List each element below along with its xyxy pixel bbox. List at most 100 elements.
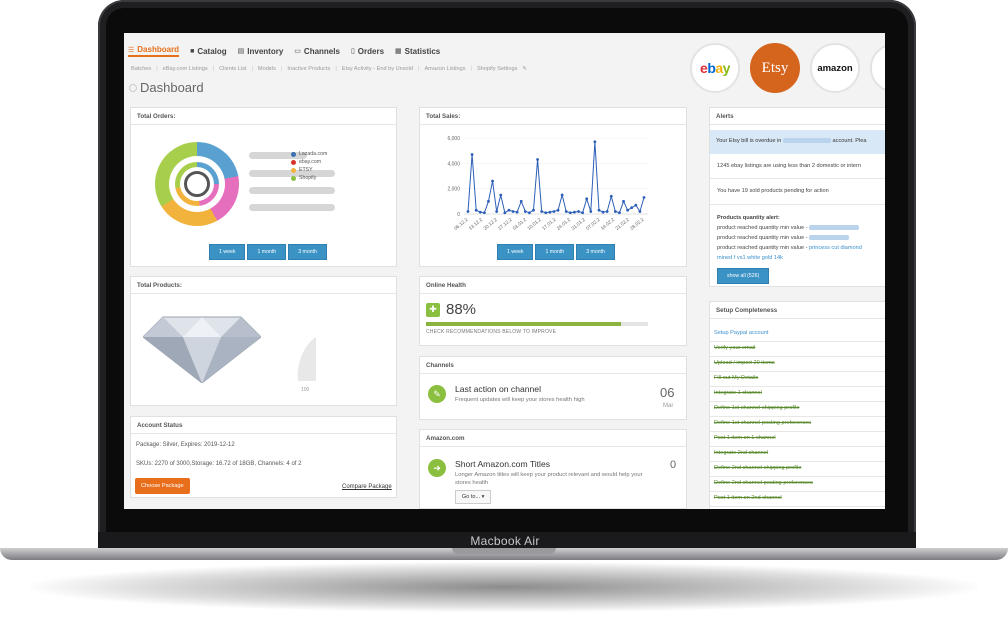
subnav-clients[interactable]: Clients List xyxy=(219,66,247,72)
x-tick-label: 06.12.2 xyxy=(453,217,469,232)
x-tick-label: 07.02.2 xyxy=(585,217,601,232)
setup-task[interactable]: Integrate 1 channel xyxy=(714,390,762,396)
subnav-ebay-listings[interactable]: eBay.com Listings xyxy=(162,66,208,72)
alerts-title: Alerts xyxy=(710,108,885,125)
orders-1-month-button[interactable]: 1 month xyxy=(247,244,287,260)
quantity-alert-item[interactable]: product reached quantity min value - xyxy=(717,235,850,241)
sales-data-point xyxy=(601,210,605,214)
setup-task[interactable]: Integrate 2nd channel xyxy=(714,450,769,456)
online-health-panel: Online Health ✚ 88% CHECK RECOMMENDATION… xyxy=(419,276,687,346)
subnav-separator: | xyxy=(470,66,472,72)
orders-1-week-button[interactable]: 1 week xyxy=(209,244,246,260)
sales-data-point xyxy=(634,203,638,207)
subnav-amazon-listings[interactable]: Amazon Listings xyxy=(424,66,466,72)
x-tick-label: 10.01.2 xyxy=(526,217,542,232)
divider xyxy=(710,491,885,492)
subnav-batches[interactable]: Batches xyxy=(131,66,152,72)
subnav-inactive[interactable]: Inactive Products xyxy=(287,66,331,72)
sales-data-point xyxy=(638,210,642,213)
sales-data-point xyxy=(540,210,544,213)
divider xyxy=(710,386,885,387)
device-label: Macbook Air xyxy=(470,534,540,548)
subnav-etsy-activity[interactable]: Etsy Activity - End by Unsold xyxy=(341,66,413,72)
sales-data-point xyxy=(564,210,568,213)
etsy-logo[interactable]: Etsy xyxy=(750,43,800,93)
nav-channels[interactable]: ▭ Channels xyxy=(294,46,340,56)
setup-task[interactable]: Upload / import 20 items xyxy=(714,360,775,366)
sales-data-point xyxy=(519,199,523,203)
sales-data-point xyxy=(593,140,597,144)
sales-data-point xyxy=(482,211,486,215)
divider xyxy=(710,461,885,462)
compare-package-link[interactable]: Compare Package xyxy=(342,484,392,490)
show-all-button[interactable]: show all (526) xyxy=(717,268,770,284)
divider xyxy=(710,476,885,477)
sales-1-week-button[interactable]: 1 week xyxy=(497,244,534,260)
amazon-logo[interactable]: amazon xyxy=(810,43,860,93)
home-icon xyxy=(129,83,137,92)
nav-statistics[interactable]: ▦ Statistics xyxy=(395,46,441,56)
nav-dashboard[interactable]: ☰ Dashboard xyxy=(128,45,180,57)
health-progress-fill xyxy=(426,322,622,326)
sales-1-month-button[interactable]: 1 month xyxy=(535,244,575,260)
divider xyxy=(710,446,885,447)
setup-task[interactable]: Define 1st channel shipping profile xyxy=(714,405,800,411)
health-percent: 88% xyxy=(446,301,477,318)
orders-legend: Lazada.com ebay.com ETSY Shopify xyxy=(291,150,327,182)
sales-data-point xyxy=(511,210,515,213)
sold-alert[interactable]: You have 19 sold products pending for ac… xyxy=(717,188,829,194)
total-orders-title: Total Orders: xyxy=(131,108,396,125)
bars-icon: ▤ xyxy=(237,48,245,55)
nav-orders[interactable]: ▯ Orders xyxy=(350,46,385,56)
sales-data-point xyxy=(503,211,507,215)
sales-data-point xyxy=(556,208,560,212)
sales-data-point xyxy=(470,153,474,156)
sales-data-point xyxy=(499,193,503,197)
sales-data-point xyxy=(585,197,589,201)
choose-package-button[interactable]: Choose Package xyxy=(135,478,190,494)
edit-pencil-icon: ✎ xyxy=(428,385,446,403)
y-tick-label: 0 xyxy=(457,212,460,218)
setup-task[interactable]: Post 1 item on 2nd channel xyxy=(714,495,782,501)
divider xyxy=(710,356,885,357)
goto-dropdown[interactable]: Go to... ▾ xyxy=(455,490,492,504)
quantity-alert-item[interactable]: product reached quantity min value - xyxy=(717,225,860,231)
setup-task[interactable]: Fill out My Details xyxy=(714,375,759,381)
sales-3-month-button[interactable]: 3 month xyxy=(576,244,615,260)
setup-task[interactable]: Post 1 item on 1 channel xyxy=(714,435,776,441)
total-sales-title: Total Sales: xyxy=(420,108,686,125)
quantity-alert-heading: Products quantity alert: xyxy=(717,215,780,221)
account-status-panel: Account Status Package: Silver, Expires:… xyxy=(130,416,397,498)
health-score: ✚ 88% xyxy=(426,301,476,318)
stethoscope-icon: ✚ xyxy=(426,302,440,317)
nav-inventory[interactable]: ▤ Inventory xyxy=(237,46,284,56)
setup-task[interactable]: Verify your email xyxy=(714,345,756,351)
channels-title: Channels xyxy=(420,357,686,374)
legend-dot xyxy=(291,151,296,157)
sales-line-chart: 6,000 4,000 2,000 006.12.2 13.12.2 20.12.2 27.… xyxy=(447,136,648,232)
sales-data-point xyxy=(581,211,585,215)
subnav-models[interactable]: Models xyxy=(257,66,276,72)
bill-overdue-alert[interactable]: Your Etsy bill is overdue in account. Pl… xyxy=(710,130,885,154)
quantity-alert-link[interactable]: mined f vs1 white gold 14k xyxy=(717,255,783,261)
nav-catalog[interactable]: ■ Catalog xyxy=(190,46,227,56)
sales-data-point xyxy=(515,210,519,214)
setup-task[interactable]: Define 2nd channel shipping profile xyxy=(714,465,802,471)
sales-data-point xyxy=(577,210,580,213)
blurred-label xyxy=(249,204,335,211)
subnav-separator: | xyxy=(251,66,253,72)
divider xyxy=(710,416,885,417)
setup-task[interactable]: Define 1st channel posting preferences xyxy=(714,420,812,426)
edit-icon[interactable]: ✎ xyxy=(522,66,528,72)
quantity-alert-item[interactable]: product reached quantity min value - pri… xyxy=(717,245,862,251)
subnav-shopify-settings[interactable]: Shopify Settings xyxy=(476,66,518,72)
subnav-separator: | xyxy=(280,66,283,72)
shopify-logo[interactable] xyxy=(870,43,885,93)
setup-task[interactable]: Setup Paypal account xyxy=(714,330,769,336)
orders-3-month-button[interactable]: 3 month xyxy=(288,244,327,260)
setup-task[interactable]: Define 2nd channel posting preferences xyxy=(714,480,813,486)
amazon-title: Amazon.com xyxy=(420,430,686,447)
listing-alert[interactable]: 1245 ebay listings are using less than 2… xyxy=(717,163,861,169)
divider xyxy=(710,204,885,205)
